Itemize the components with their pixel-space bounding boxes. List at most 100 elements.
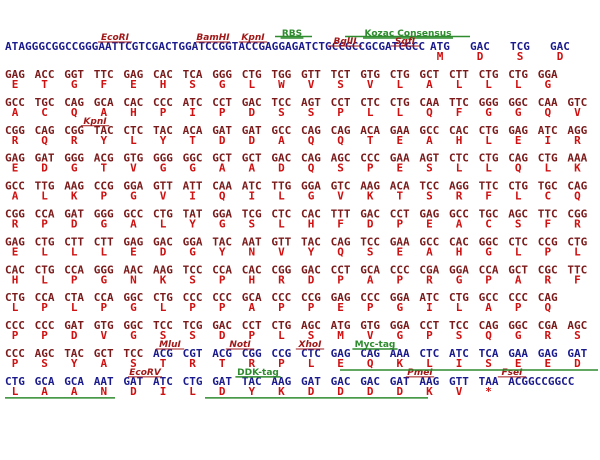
codon: TAC [242, 375, 262, 388]
codon: ACA [183, 124, 203, 137]
amino-acid: A [130, 218, 137, 231]
amino-acid: L [485, 78, 492, 91]
amino-acid: H [12, 273, 19, 286]
codon: CTG [479, 124, 499, 137]
amino-acid: G [71, 162, 78, 175]
codon: AAG [64, 180, 84, 193]
enzyme-site: EcoRI [101, 33, 130, 43]
codon: GAC [212, 319, 232, 332]
amino-acid: S [189, 329, 196, 342]
amino-acid: I [189, 190, 196, 203]
codon: CCC [5, 319, 25, 332]
codon: AGG [449, 180, 469, 193]
amino-acid: Q [308, 162, 315, 175]
codon: CCC [360, 291, 380, 304]
vector-sequence: ATAGGGCGGCCGGGAATTCGTCGACTGGATCCGGTACCGA… [5, 40, 425, 53]
codon: CAG [479, 319, 499, 332]
codon: CAG [35, 124, 55, 137]
amino-acid: P [100, 301, 107, 314]
codon: GAG [419, 208, 439, 221]
enzyme-site: MluI [159, 340, 181, 350]
amino-acid: P [485, 273, 492, 286]
amino-acid: G [189, 162, 196, 175]
amino-acid: I [248, 190, 255, 203]
amino-acid: V [130, 162, 137, 175]
amino-acid: D [574, 357, 581, 370]
amino-acid: A [367, 273, 374, 286]
amino-acid: S [426, 162, 433, 175]
amino-acid: Y [248, 385, 255, 398]
codon: TCC [183, 263, 203, 276]
amino-acid: D [248, 134, 255, 147]
codon: CGA [419, 263, 439, 276]
amino-acid: S [426, 190, 433, 203]
codon: CCA [64, 263, 84, 276]
amino-acid: R [189, 357, 196, 370]
codon: TAT [183, 208, 203, 221]
amino-acid: L [574, 245, 581, 258]
amino-acid: D [308, 273, 315, 286]
codon: CCT [212, 96, 232, 109]
amino-acid: Q [41, 134, 48, 147]
codon: TCA [183, 68, 203, 81]
amino-acid: N [100, 385, 107, 398]
codon: ATC [419, 291, 439, 304]
codon: GGA [390, 319, 410, 332]
codon: TCG [510, 40, 530, 53]
amino-acid: L [278, 329, 285, 342]
codon: GAG [123, 235, 143, 248]
codon: GCC [419, 235, 439, 248]
amino-acid: S [308, 106, 315, 119]
codon: CAG [301, 152, 321, 165]
codon: ACA [390, 180, 410, 193]
amino-acid: C [485, 218, 492, 231]
amino-acid: P [337, 273, 344, 286]
amino-acid: K [71, 190, 78, 203]
codon: GGC [123, 319, 143, 332]
codon: TAC [212, 235, 232, 248]
codon: ACG [212, 347, 232, 360]
amino-acid: S [278, 106, 285, 119]
amino-acid: I [426, 301, 433, 314]
amino-acid: K [574, 162, 581, 175]
codon: GGC [508, 96, 528, 109]
amino-acid: S [130, 357, 137, 370]
amino-acid: S [515, 218, 522, 231]
codon: CCC [153, 96, 173, 109]
amino-acid: G [219, 218, 226, 231]
amino-acid: G [396, 301, 403, 314]
amino-acid: L [100, 245, 107, 258]
amino-acid: R [574, 134, 581, 147]
amino-acid: E [396, 162, 403, 175]
codon: GCC [5, 180, 25, 193]
amino-acid: P [337, 106, 344, 119]
codon: GAG [123, 68, 143, 81]
codon: CAC [242, 263, 262, 276]
codon: CTG [479, 68, 499, 81]
codon: TCC [123, 347, 143, 360]
enzyme-site: BamHI [196, 33, 230, 43]
amino-acid: Y [189, 218, 196, 231]
amino-acid: L [12, 301, 19, 314]
amino-acid: H [308, 218, 315, 231]
amino-acid: R [12, 134, 19, 147]
amino-acid: S [337, 78, 344, 91]
codon: AGG [567, 124, 587, 137]
codon: GTT [271, 235, 291, 248]
feature-label: Kozac Consensus [365, 29, 452, 39]
amino-acid: I [456, 357, 463, 370]
amino-acid: P [515, 301, 522, 314]
codon: GGC [123, 291, 143, 304]
amino-acid: K [160, 273, 167, 286]
amino-acid: F [337, 218, 344, 231]
amino-acid: A [248, 162, 255, 175]
amino-acid: L [515, 245, 522, 258]
amino-acid: A [12, 106, 19, 119]
amino-acid: P [41, 218, 48, 231]
amino-acid: D [219, 329, 226, 342]
codon: GTC [567, 96, 587, 109]
codon: CCC [35, 319, 55, 332]
amino-acid: D [477, 50, 484, 63]
codon: TGC [479, 208, 499, 221]
amino-acid: A [41, 385, 48, 398]
